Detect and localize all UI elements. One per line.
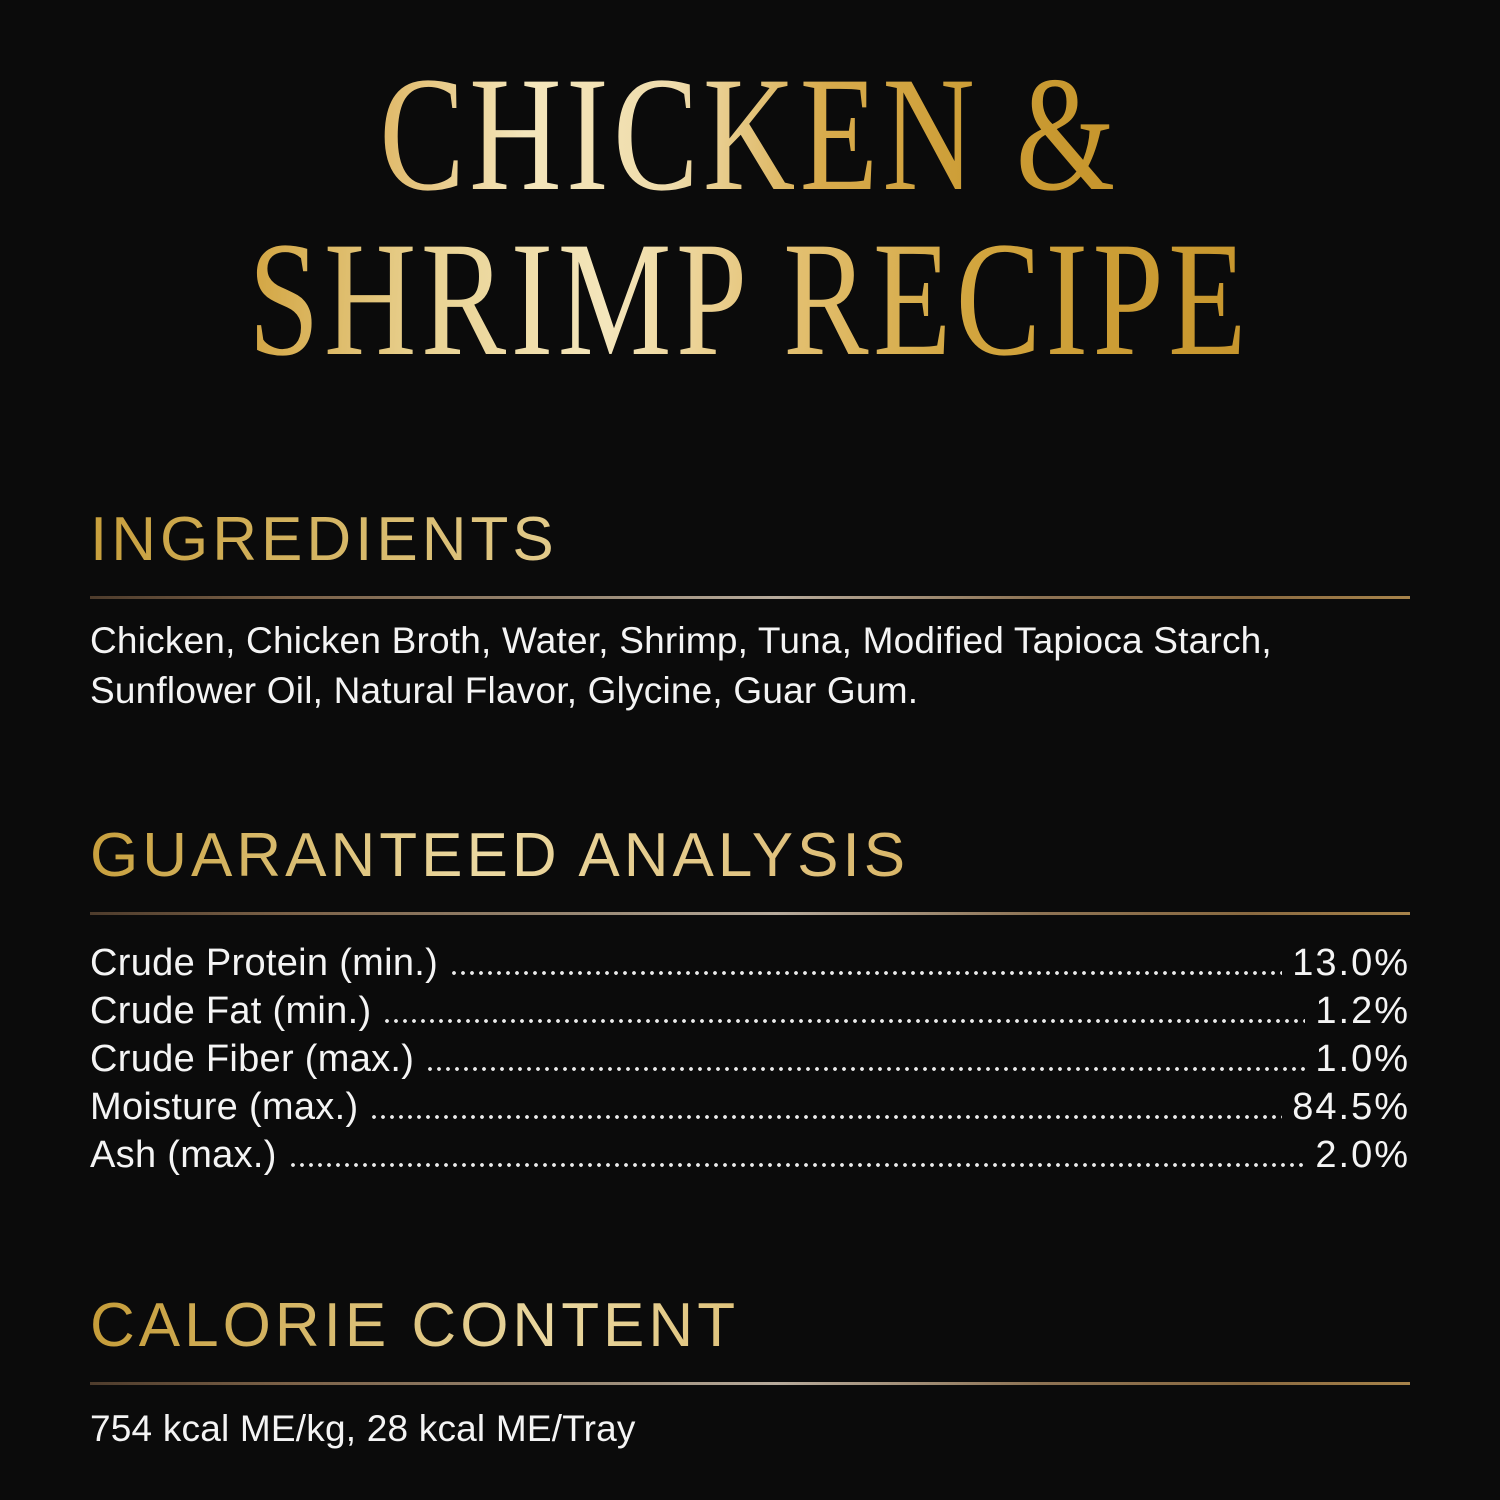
analysis-row-value: 1.0%	[1315, 1038, 1410, 1080]
analysis-row-moisture: Moisture (max.) 84.5%	[90, 1088, 1410, 1126]
product-title-line-2-text: SHRIMP RECIPE	[248, 209, 1252, 390]
analysis-row-crude-fat: Crude Fat (min.) 1.2%	[90, 992, 1410, 1030]
product-title-line-1-text: CHICKEN &	[379, 44, 1121, 225]
analysis-row-label: Crude Protein (min.)	[90, 942, 439, 984]
analysis-row-label: Ash (max.)	[90, 1134, 277, 1176]
ingredients-divider	[90, 596, 1410, 599]
leader-dots	[288, 1163, 1306, 1167]
guaranteed-analysis-divider	[90, 912, 1410, 915]
analysis-row-label: Crude Fiber (max.)	[90, 1038, 415, 1080]
analysis-row-value: 1.2%	[1315, 990, 1410, 1032]
product-title-line-1: CHICKEN &	[90, 52, 1410, 217]
analysis-row-label: Crude Fat (min.)	[90, 990, 372, 1032]
calorie-content-text: 754 kcal ME/kg, 28 kcal ME/Tray	[90, 1408, 636, 1449]
analysis-row-ash: Ash (max.) 2.0%	[90, 1136, 1410, 1174]
leader-dots	[370, 1115, 1283, 1119]
analysis-row-value: 84.5%	[1292, 1086, 1410, 1128]
product-title-line-2: SHRIMP RECIPE	[90, 217, 1410, 382]
section-ingredients: INGREDIENTS Chicken, Chicken Broth, Wate…	[90, 504, 1410, 716]
calorie-content-heading: CALORIE CONTENT	[90, 1290, 1410, 1361]
leader-dots	[426, 1067, 1306, 1071]
label-page: CHICKEN & SHRIMP RECIPE INGREDIENTS Chic…	[0, 52, 1500, 1500]
analysis-row-crude-fiber: Crude Fiber (max.) 1.0%	[90, 1040, 1410, 1078]
section-calorie-content: CALORIE CONTENT 754 kcal ME/kg, 28 kcal …	[90, 1290, 1410, 1454]
ingredients-text: Chicken, Chicken Broth, Water, Shrimp, T…	[90, 620, 1272, 711]
guaranteed-analysis-table: Crude Protein (min.) 13.0% Crude Fat (mi…	[90, 944, 1410, 1174]
analysis-row-label: Moisture (max.)	[90, 1086, 359, 1128]
section-guaranteed-analysis: GUARANTEED ANALYSIS Crude Protein (min.)…	[90, 820, 1410, 1174]
leader-dots	[383, 1019, 1306, 1023]
analysis-row-value: 13.0%	[1292, 942, 1410, 984]
calorie-content-divider	[90, 1382, 1410, 1385]
analysis-row-crude-protein: Crude Protein (min.) 13.0%	[90, 944, 1410, 982]
leader-dots	[450, 971, 1283, 975]
product-title: CHICKEN & SHRIMP RECIPE	[90, 52, 1410, 382]
ingredients-heading: INGREDIENTS	[90, 504, 1410, 575]
analysis-row-value: 2.0%	[1315, 1134, 1410, 1176]
guaranteed-analysis-heading: GUARANTEED ANALYSIS	[90, 820, 1410, 891]
